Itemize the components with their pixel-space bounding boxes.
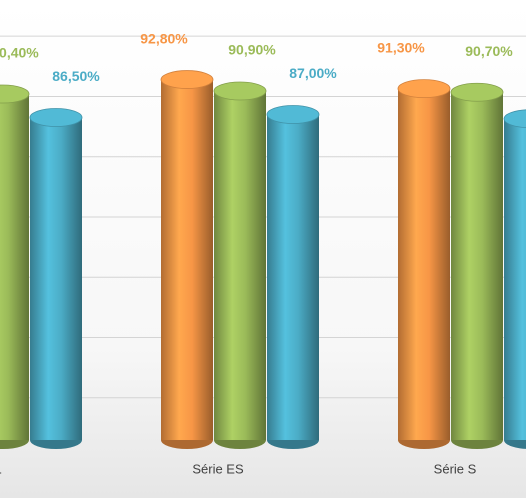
bar-body	[451, 92, 503, 440]
value-label: 91,30%	[377, 39, 425, 55]
bar	[397, 79, 451, 449]
value-label: 92,80%	[140, 30, 188, 46]
value-label: 87,00%	[289, 65, 337, 81]
bar-body	[214, 91, 266, 440]
value-label: 90,90%	[228, 42, 276, 58]
bar	[29, 108, 83, 449]
bar-cap	[397, 79, 451, 99]
bar-cap	[266, 105, 320, 124]
bar-body	[30, 117, 82, 441]
bar	[160, 70, 214, 449]
bar-body	[398, 88, 450, 441]
bar-cap	[503, 109, 526, 129]
x-tick-label: Série L	[0, 461, 2, 476]
value-label: 90,40%	[0, 45, 39, 61]
bar-cap	[0, 84, 30, 104]
bar-body	[504, 118, 526, 441]
bar	[0, 84, 30, 449]
x-tick-label: Série ES	[192, 461, 244, 476]
bar	[266, 105, 320, 449]
bar-body	[267, 114, 319, 441]
bar-cap	[450, 82, 504, 102]
bar-cap	[160, 70, 214, 89]
x-tick-label: Série S	[434, 461, 477, 476]
bar	[450, 82, 504, 449]
bar	[503, 109, 526, 449]
bar-body	[0, 94, 29, 440]
value-label: 86,50%	[52, 68, 100, 84]
value-label: 90,70%	[465, 43, 513, 59]
bar-cap	[29, 108, 83, 127]
bar	[213, 81, 267, 449]
bar-body	[161, 79, 213, 440]
bar-cap	[213, 81, 267, 101]
